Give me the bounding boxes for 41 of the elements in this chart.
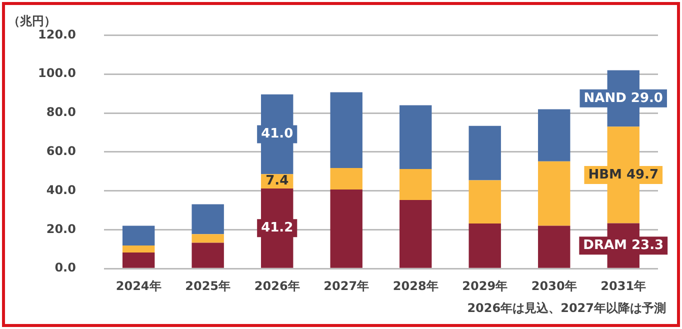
bar <box>538 161 570 226</box>
data-label: NAND 29.0 <box>584 90 663 106</box>
y-tick-label: 40.0 <box>46 182 76 197</box>
bar <box>122 245 155 252</box>
data-label: DRAM 23.3 <box>583 238 664 253</box>
data-label: 41.0 <box>261 126 294 142</box>
y-tick-label: 80.0 <box>46 105 76 120</box>
bar <box>400 169 432 200</box>
bar <box>192 204 224 234</box>
bar <box>538 109 570 162</box>
bar <box>468 180 501 224</box>
x-tick-label: 2027年 <box>324 278 370 293</box>
y-tick-label: 60.0 <box>46 144 76 158</box>
y-tick-label: 120.0 <box>38 27 76 42</box>
bar <box>122 252 155 268</box>
bar <box>330 92 362 168</box>
bar <box>468 126 501 180</box>
x-tick-label: 2031年 <box>600 278 646 293</box>
bar <box>192 234 224 243</box>
bar <box>192 242 224 268</box>
x-tick-label: 2026年 <box>254 278 300 293</box>
data-label: 7.4 <box>266 174 289 189</box>
y-tick-label: 100.0 <box>38 66 76 80</box>
data-label: HBM 49.7 <box>588 167 659 182</box>
text: 2026年は見込、2027年以降は予測 <box>467 301 666 316</box>
y-tick-label: 20.0 <box>46 222 76 236</box>
bar <box>468 223 501 268</box>
bar <box>400 200 432 268</box>
bar <box>538 226 570 268</box>
y-tick-label: 0.0 <box>54 260 76 275</box>
x-tick-label: 2028年 <box>392 278 438 293</box>
x-tick-label: 2025年 <box>185 278 231 293</box>
data-label: 41.2 <box>261 220 294 236</box>
bar <box>330 168 362 190</box>
bar <box>122 226 155 246</box>
bar <box>330 189 362 268</box>
x-tick-label: 2029年 <box>462 278 508 293</box>
bar <box>400 105 432 170</box>
x-tick-label: 2030年 <box>531 278 577 293</box>
y-axis-title: （兆円） <box>8 14 56 28</box>
x-tick-label: 2024年 <box>116 278 162 293</box>
